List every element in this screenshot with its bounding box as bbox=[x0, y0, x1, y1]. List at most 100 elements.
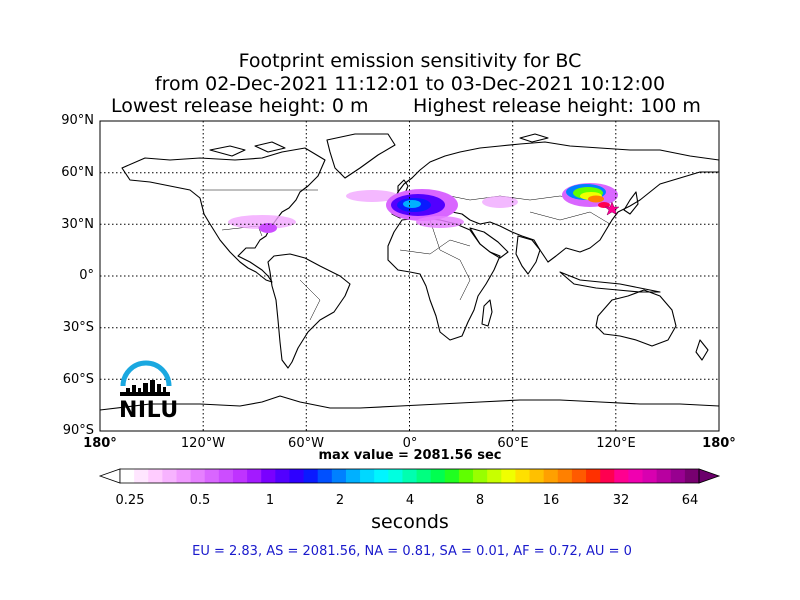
colorbar-cell bbox=[261, 469, 276, 483]
sensitivity-patch-asia-red bbox=[598, 202, 610, 208]
colorbar-cell bbox=[614, 469, 629, 483]
colorbar-cell bbox=[360, 469, 375, 483]
lowest-release-height: Lowest release height: 0 m bbox=[111, 95, 369, 117]
colorbar bbox=[98, 468, 721, 484]
colorbar-cell bbox=[458, 469, 474, 483]
colorbar-cell bbox=[501, 469, 516, 483]
colorbar-cell bbox=[388, 469, 403, 483]
sensitivity-patch-europe-core bbox=[403, 200, 421, 208]
plot-title-line2: from 02-Dec-2021 11:12:01 to 03-Dec-2021… bbox=[154, 73, 666, 95]
colorbar-cell bbox=[656, 469, 672, 483]
lat-label-60n: 60°N bbox=[61, 165, 94, 180]
highest-release-height: Highest release height: 100 m bbox=[413, 95, 701, 117]
sensitivity-patch-north-america bbox=[228, 215, 296, 229]
lon-label-180w: 180° bbox=[83, 436, 117, 451]
colorbar-cell bbox=[543, 469, 559, 483]
colorbar-tick-label: 8 bbox=[475, 493, 485, 508]
colorbar-tick-label: 4 bbox=[405, 493, 415, 508]
nilu-logo-arc bbox=[120, 360, 172, 387]
colorbar-cell bbox=[600, 469, 615, 483]
colorbar-cell bbox=[162, 469, 177, 483]
graticule bbox=[100, 121, 719, 431]
lat-label-60s: 60°S bbox=[62, 372, 94, 387]
release-site-star bbox=[604, 201, 620, 216]
sensitivity-field bbox=[228, 183, 620, 233]
colorbar-unit-label: seconds bbox=[371, 511, 449, 533]
colorbar-cell bbox=[402, 469, 417, 483]
colorbar-cells bbox=[120, 469, 700, 483]
arctic-islands bbox=[209, 133, 549, 157]
colorbar-cell bbox=[487, 469, 502, 483]
lat-label-90s: 90°S bbox=[62, 423, 94, 438]
nilu-logo-text: NILU bbox=[119, 398, 179, 423]
lat-label-30s: 30°S bbox=[62, 320, 94, 335]
colorbar-cell bbox=[120, 469, 135, 483]
sensitivity-patch-asia-orange bbox=[588, 195, 604, 203]
map-frame bbox=[99, 120, 720, 432]
south-america-coast bbox=[267, 253, 351, 369]
lon-label-180e: 180° bbox=[702, 436, 736, 451]
eurasia-coast bbox=[391, 141, 719, 263]
plot-title-line1: Footprint emission sensitivity for BC bbox=[238, 50, 582, 72]
africa-coast bbox=[387, 217, 501, 341]
colorbar-cell bbox=[303, 469, 319, 483]
lon-label-0: 0° bbox=[402, 436, 418, 451]
colorbar-cell bbox=[134, 469, 149, 483]
colorbar-cell bbox=[571, 469, 587, 483]
lat-label-90n: 90°N bbox=[61, 113, 94, 128]
colorbar-max-extension bbox=[698, 468, 721, 484]
arabia-coast bbox=[469, 227, 509, 259]
colorbar-cell bbox=[148, 469, 163, 483]
australia-coast bbox=[595, 289, 677, 347]
colorbar-cell bbox=[275, 469, 290, 483]
new-zealand-coast bbox=[695, 339, 709, 361]
sensitivity-patch-mediterranean bbox=[416, 216, 464, 228]
max-value-label: max value = 2081.56 sec bbox=[318, 448, 502, 463]
colorbar-cell bbox=[232, 469, 248, 483]
lon-label-60w: 60°W bbox=[288, 436, 324, 451]
colorbar-cell bbox=[444, 469, 460, 483]
sensitivity-patch-us-east bbox=[259, 223, 277, 233]
colorbar-cell bbox=[289, 469, 304, 483]
colorbar-cell bbox=[176, 469, 192, 483]
colorbar-cell bbox=[628, 469, 643, 483]
colorbar-cell bbox=[247, 469, 262, 483]
lon-label-60e: 60°E bbox=[497, 436, 529, 451]
lon-label-120w: 120°W bbox=[180, 436, 226, 451]
lon-label-120e: 120°E bbox=[596, 436, 636, 451]
colorbar-cell bbox=[473, 469, 488, 483]
colorbar-tick-label: 1 bbox=[265, 493, 275, 508]
sensitivity-patch-middle-east bbox=[482, 196, 518, 208]
colorbar-cell bbox=[345, 469, 361, 483]
colorbar-cell bbox=[190, 469, 206, 483]
colorbar-cell bbox=[331, 469, 347, 483]
japan-coast bbox=[623, 191, 639, 215]
colorbar-tick-label: 0.25 bbox=[115, 493, 145, 508]
coastlines bbox=[100, 133, 719, 411]
nilu-logo bbox=[120, 360, 172, 396]
lat-label-0: 0° bbox=[79, 268, 94, 283]
map-area bbox=[100, 121, 719, 431]
colorbar-tick-label: 32 bbox=[612, 493, 630, 508]
north-america-coast bbox=[121, 147, 326, 283]
colorbar-cell bbox=[374, 469, 389, 483]
colorbar-cell bbox=[416, 469, 432, 483]
india-coast bbox=[515, 235, 541, 275]
colorbar-cell bbox=[204, 469, 220, 483]
colorbar-tick-label: 64 bbox=[681, 493, 699, 508]
colorbar-frame bbox=[119, 468, 700, 484]
colorbar-tick-label: 2 bbox=[335, 493, 345, 508]
indonesia-coast bbox=[559, 271, 661, 293]
colorbar-cell bbox=[557, 469, 573, 483]
colorbar-cell bbox=[684, 469, 700, 483]
colorbar-cell bbox=[430, 469, 446, 483]
colorbar-cell bbox=[642, 469, 658, 483]
colorbar-cell bbox=[670, 469, 686, 483]
colorbar-tick-label: 0.5 bbox=[189, 493, 211, 508]
region-values-text: EU = 2.83, AS = 2081.56, NA = 0.81, SA =… bbox=[192, 544, 632, 559]
greenland-coast bbox=[326, 133, 396, 179]
colorbar-cell bbox=[218, 469, 234, 483]
colorbar-cell bbox=[529, 469, 545, 483]
colorbar-min-extension bbox=[98, 468, 121, 484]
